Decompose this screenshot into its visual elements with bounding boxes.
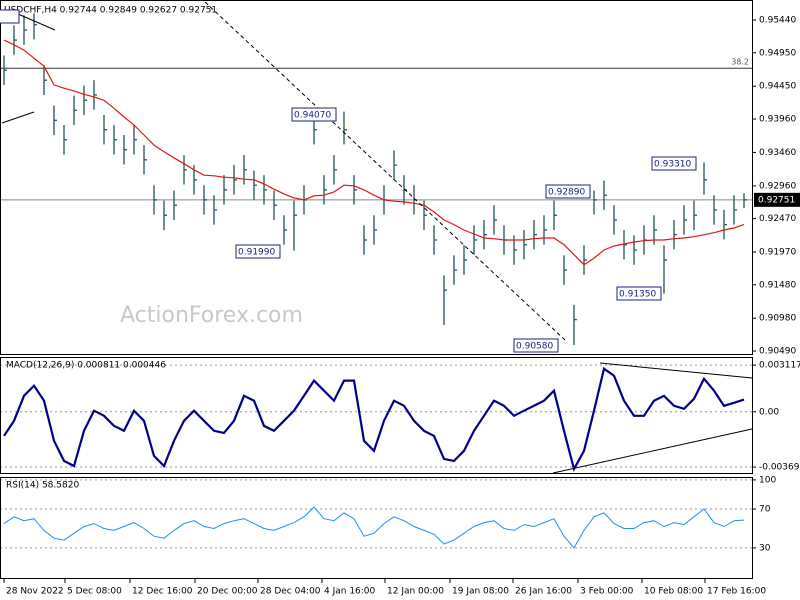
- price-panel-frame: [0, 0, 753, 355]
- rsi-panel-frame: [0, 477, 753, 579]
- rsi-line: [3, 506, 745, 549]
- y-tick-label: 70: [759, 505, 771, 515]
- macd-line: [3, 366, 745, 472]
- y-tick-label: 0.94450: [759, 82, 796, 92]
- y-tick-label: 0.94950: [759, 48, 796, 58]
- trendline: [1, 111, 35, 124]
- price-annotation: 0.90580: [516, 342, 553, 352]
- plot-layer: [0, 13, 752, 549]
- macd-panel-frame: [0, 357, 753, 474]
- last-price-box: [754, 192, 800, 207]
- price-annotation-box: [291, 107, 337, 122]
- y-tick-label: 0.93960: [759, 115, 796, 125]
- y-tick-label: 0.90980: [759, 314, 796, 324]
- price-annotation: 0.91990: [238, 248, 275, 258]
- x-tick-label: 5 Dec 08:00: [67, 587, 122, 597]
- price-annotation: 0.94070: [294, 111, 331, 121]
- x-tick-label: 10 Feb 08:00: [644, 587, 703, 597]
- trendline: [204, 1, 566, 341]
- chart-title: USDCHF,H4 0.92744 0.92849 0.92627 0.9275…: [4, 6, 217, 16]
- price-annotation-box: [545, 184, 591, 199]
- x-tick-label: 28 Nov 2022: [6, 587, 64, 597]
- price-annotation: 0.93310: [654, 160, 691, 170]
- trendline: [552, 428, 753, 474]
- trendline: [599, 362, 753, 379]
- y-tick-label: 30: [759, 543, 771, 553]
- price-annotation: 0.91350: [619, 290, 656, 300]
- y-tick-label: 0.92470: [759, 214, 796, 224]
- y-tick-label: 0.93460: [759, 148, 796, 158]
- x-tick-label: 4 Jan 16:00: [324, 587, 376, 597]
- x-tick-label: 12 Jan 00:00: [387, 587, 444, 597]
- y-tick-label: 0.91480: [759, 280, 796, 290]
- y-tick-label: 0.003117: [759, 361, 800, 371]
- y-tick-label: 0.91970: [759, 248, 796, 258]
- x-tick-label: 3 Feb 00:00: [580, 587, 634, 597]
- x-tick-label: 20 Dec 00:00: [197, 587, 258, 597]
- price-annotation: 0.92890: [548, 188, 585, 198]
- price-annotation-box: [235, 244, 281, 259]
- x-tick-label: 28 Dec 04:00: [260, 587, 321, 597]
- y-tick-label: 0.00: [759, 407, 779, 417]
- y-tick-label: 100: [759, 475, 776, 485]
- y-tick-label: 0.92960: [759, 181, 796, 191]
- x-tick-label: 26 Jan 16:00: [515, 587, 572, 597]
- moving-average: [3, 39, 745, 266]
- y-tick-label: 0.95440: [759, 16, 796, 26]
- price-annotation-box: [513, 338, 559, 353]
- x-tick-label: 12 Dec 16:00: [132, 587, 193, 597]
- last-price-label: 0.92751: [758, 195, 795, 205]
- fib-label: 38.2: [731, 58, 749, 67]
- rsi-title: RSI(14) 58.5820: [6, 481, 79, 491]
- price-annotation-box: [651, 156, 697, 171]
- macd-title: MACD(12,26,9) 0.000811 0.000446: [6, 361, 166, 371]
- price-annotation-box: [0, 9, 20, 24]
- x-tick-label: 19 Jan 08:00: [452, 587, 509, 597]
- trendline: [17, 13, 56, 31]
- y-tick-label: -0.003693: [759, 463, 800, 473]
- price-annotation-box: [616, 286, 662, 301]
- watermark: ActionForex.com: [120, 303, 303, 328]
- y-tick-label: 0.90490: [759, 346, 796, 356]
- x-tick-label: 17 Feb 16:00: [707, 587, 766, 597]
